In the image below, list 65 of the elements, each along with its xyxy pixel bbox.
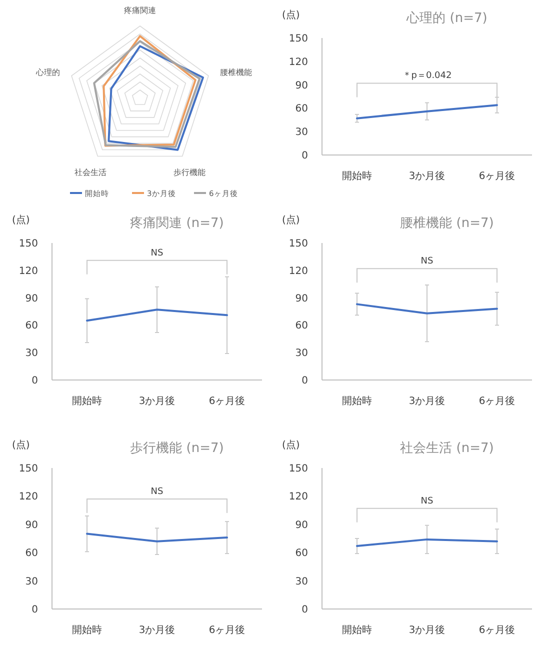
- spoke-label: 歩行機能: [174, 168, 206, 178]
- y-tick-label: 120: [18, 266, 38, 277]
- x-tick-label: 開始時: [342, 170, 372, 182]
- y-tick-label: 0: [302, 376, 308, 386]
- annotation: NS: [420, 496, 434, 506]
- x-tick-label: 開始時: [72, 624, 102, 636]
- annotation: NS: [150, 487, 164, 498]
- y-tick-label: 120: [288, 56, 308, 68]
- y-tick-label: 90: [295, 520, 308, 531]
- y-tick-label: 60: [295, 320, 308, 332]
- y-tick-label: 120: [288, 492, 308, 503]
- y-tick-label: 30: [25, 348, 38, 360]
- y-tick-label: 60: [25, 320, 38, 332]
- chart-title: 歩行機能 (n=7): [130, 441, 224, 456]
- y-tick-label: 0: [302, 150, 308, 162]
- y-axis-title: (点): [12, 214, 30, 226]
- x-tick-label: 3か月後: [408, 170, 446, 182]
- y-axis-title: (点): [12, 439, 30, 451]
- x-tick-label: 開始時: [342, 395, 372, 407]
- x-tick-label: 6ヶ月後: [208, 395, 246, 407]
- x-tick-label: 3か月後: [138, 395, 176, 407]
- y-tick-label: 90: [295, 80, 308, 92]
- x-tick-label: 3か月後: [408, 624, 446, 636]
- chart-title: 社会生活 (n=7): [400, 441, 494, 456]
- y-tick-label: 90: [25, 520, 38, 531]
- y-tick-label: 150: [288, 34, 308, 44]
- y-tick-label: 120: [18, 492, 38, 503]
- y-tick-label: 30: [295, 127, 308, 138]
- x-tick-label: 6ヶ月後: [478, 395, 516, 407]
- y-tick-label: 30: [295, 348, 308, 360]
- y-axis-title: (点): [282, 9, 300, 21]
- y-tick-label: 30: [295, 576, 308, 588]
- y-tick-label: 150: [288, 238, 308, 250]
- y-tick-label: 30: [25, 576, 38, 588]
- y-tick-label: 0: [302, 604, 308, 616]
- spoke-label: 疼痛関連: [124, 6, 156, 15]
- y-tick-label: 90: [295, 293, 308, 304]
- y-axis-title: (点): [282, 439, 300, 451]
- chart-title: 腰椎機能 (n=7): [400, 216, 494, 231]
- y-tick-label: 120: [288, 266, 308, 277]
- x-tick-label: 6ヶ月後: [478, 624, 516, 636]
- y-tick-label: 150: [18, 238, 38, 250]
- annotation: ＊p＝0.042: [402, 71, 452, 82]
- y-tick-label: 150: [18, 464, 38, 474]
- x-tick-label: 3か月後: [408, 395, 446, 407]
- x-tick-label: 開始時: [342, 624, 372, 636]
- annotation: NS: [420, 256, 434, 267]
- x-tick-label: 開始時: [72, 395, 102, 407]
- x-tick-label: 6ヶ月後: [478, 170, 516, 182]
- y-tick-label: 60: [295, 548, 308, 560]
- y-tick-label: 0: [32, 376, 38, 386]
- spoke-label: 社会生活: [74, 168, 106, 178]
- x-tick-label: 6ヶ月後: [208, 624, 246, 636]
- y-axis-title: (点): [282, 214, 300, 226]
- x-tick-label: 3か月後: [138, 624, 176, 636]
- y-tick-label: 60: [295, 104, 308, 115]
- y-tick-label: 150: [288, 464, 308, 474]
- y-tick-label: 90: [25, 293, 38, 304]
- chart-title: 心理的 (n=7): [406, 10, 488, 26]
- y-tick-label: 0: [32, 604, 38, 616]
- chart-title: 疼痛関連 (n=7): [130, 216, 224, 231]
- y-tick-label: 60: [25, 548, 38, 560]
- annotation: NS: [150, 248, 164, 258]
- spoke-label: 腰椎機能: [220, 68, 252, 77]
- spoke-label: 心理的: [34, 68, 60, 77]
